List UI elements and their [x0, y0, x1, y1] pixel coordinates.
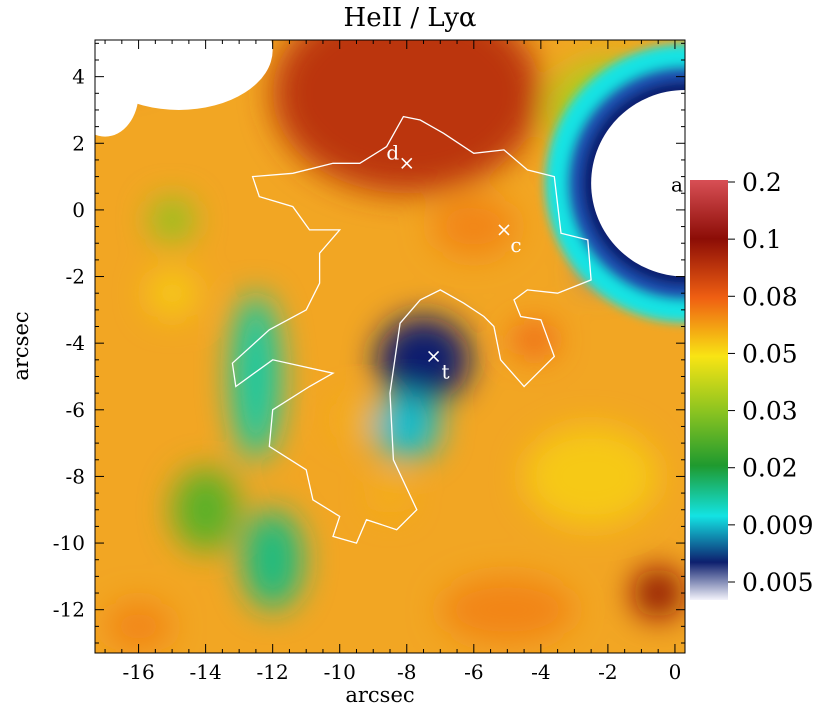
y-tick-label: 0	[72, 198, 85, 222]
hole-center	[591, 90, 685, 277]
heatmap-blob	[272, 40, 541, 194]
y-tick-label: -10	[53, 531, 85, 555]
colorbar: 0.2 0.1 0.08 0.05 0.03 0.02 0.009 0.005	[690, 168, 814, 600]
masked-region	[95, 40, 273, 110]
colorbar-tick-label: 0.05	[742, 339, 798, 368]
colorbar-tick-label: 0.009	[742, 511, 814, 540]
y-tick-label: 2	[72, 131, 85, 155]
hole-region: a	[545, 44, 685, 323]
x-tick-label: -16	[122, 660, 154, 684]
x-tick-label: -2	[598, 660, 617, 684]
heatmap-blob	[440, 576, 575, 644]
hole-label: a	[671, 172, 683, 196]
y-tick-label: -2	[66, 265, 85, 289]
marker-label-t: t	[442, 359, 450, 383]
heatmap-blob	[431, 196, 516, 257]
heatmap-blob	[373, 393, 441, 460]
x-tick-label: -4	[531, 660, 550, 684]
marker-label-c: c	[510, 233, 521, 257]
marker-c	[498, 224, 510, 236]
heatmap-blob	[376, 316, 471, 404]
heatmap-blob	[633, 568, 684, 619]
colorbar-gradient	[690, 180, 728, 600]
markers: d c t	[386, 140, 521, 383]
y-tick-label: -8	[66, 464, 85, 488]
y-tick-label: -12	[53, 598, 85, 622]
x-axis-label: arcsec	[345, 683, 414, 707]
x-tick-label: -8	[397, 660, 416, 684]
colorbar-tick-label: 0.005	[742, 568, 814, 597]
colorbar-tick-label: 0.02	[742, 454, 798, 483]
marker-label-d: d	[386, 140, 399, 164]
x-tick-label: -12	[257, 660, 289, 684]
y-tick-label: -4	[66, 331, 85, 355]
heatmap-blob	[172, 468, 240, 552]
heatmap-blob	[524, 426, 659, 527]
heatmap-blob	[150, 198, 194, 242]
heatmap-blobs	[95, 40, 684, 652]
masked-regions	[95, 40, 273, 137]
contour-line	[231, 115, 592, 544]
axes: -16 -14 -12 -10 -8 -6 -4 -2 0 4 2 0 -2 -4 -6 -8 -10 -12	[53, 39, 686, 684]
x-tick-label: -14	[190, 660, 222, 684]
y-axis-label: arcsec	[9, 311, 33, 380]
y-tick-label: -6	[66, 398, 85, 422]
y-tick-label: 4	[72, 65, 85, 89]
colorbar-tick-label: 0.08	[742, 282, 798, 311]
heatmap-blob	[146, 268, 198, 319]
heatmap-blob	[336, 399, 377, 440]
heatmap-blob	[512, 323, 556, 357]
x-tick-label: -6	[464, 660, 483, 684]
colorbar-tick-label: 0.2	[742, 168, 782, 197]
marker-d	[401, 157, 413, 169]
masked-region	[95, 50, 139, 137]
x-tick-label: -10	[324, 660, 356, 684]
heatmap-area: a d c t	[95, 40, 685, 653]
heatmap-blob	[230, 293, 282, 460]
x-tick-label: 0	[669, 660, 682, 684]
colorbar-tick-label: 0.03	[742, 397, 798, 426]
heatmap-blob	[373, 473, 407, 514]
heatmap-blob	[242, 509, 303, 610]
heatmap-blob	[105, 601, 173, 652]
colorbar-tick-label: 0.1	[742, 225, 782, 254]
marker-t	[428, 350, 440, 363]
colorbar-ticks: 0.2 0.1 0.08 0.05 0.03 0.02 0.009 0.005	[728, 168, 814, 597]
chart-title: HeII / Lyα	[344, 3, 477, 33]
